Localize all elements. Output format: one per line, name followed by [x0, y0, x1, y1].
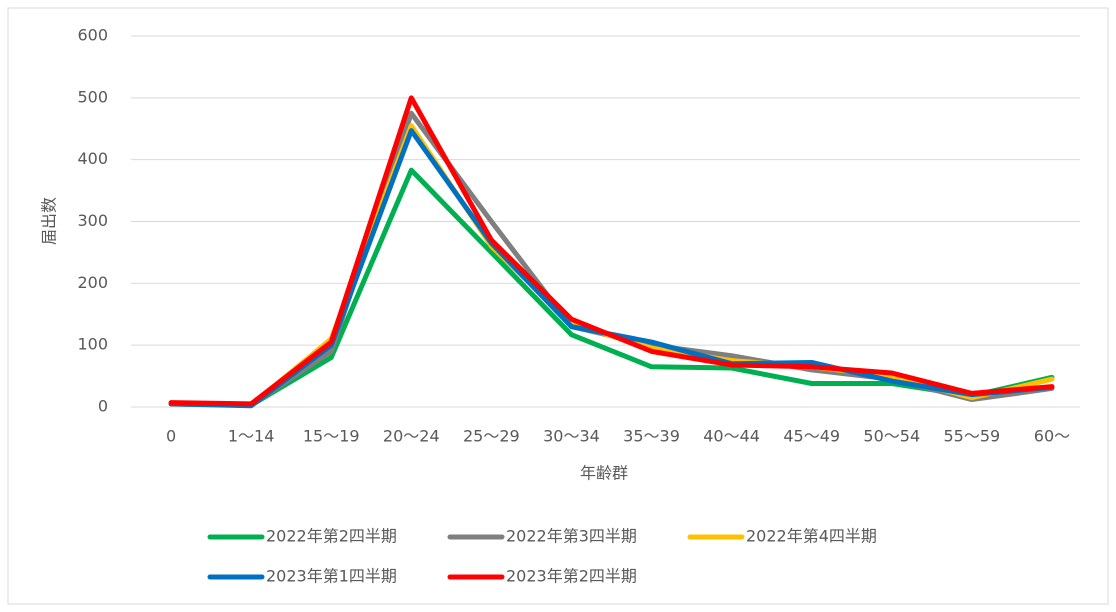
x-tick-label: 60～ [1034, 427, 1070, 446]
y-tick-label: 400 [77, 149, 108, 168]
y-tick-label: 100 [77, 335, 108, 354]
y-tick-label: 0 [98, 397, 108, 416]
y-tick-label: 200 [77, 273, 108, 292]
x-tick-label: 30～34 [543, 427, 600, 446]
series-line [168, 95, 1055, 407]
y-axis-title: 届出数 [40, 197, 59, 245]
x-tick-label: 35～39 [623, 427, 680, 446]
x-tick-label: 45～49 [783, 427, 840, 446]
x-tick-label: 25～29 [463, 427, 520, 446]
x-tick-label: 50～54 [863, 427, 920, 446]
x-tick-label: 0 [166, 427, 176, 446]
x-tick-label: 15～19 [303, 427, 360, 446]
y-tick-label: 500 [77, 87, 108, 106]
x-tick-label: 20～24 [383, 427, 440, 446]
legend-label: 2022年第2四半期 [266, 527, 397, 546]
x-tick-label: 1～14 [228, 427, 275, 446]
legend-label: 2023年第2四半期 [506, 567, 637, 586]
x-axis-title: 年齢群 [580, 464, 628, 483]
y-tick-label: 600 [77, 26, 108, 45]
y-tick-label: 300 [77, 211, 108, 230]
legend-label: 2022年第4四半期 [746, 527, 877, 546]
x-tick-label: 55～59 [944, 427, 1001, 446]
legend-label: 2022年第3四半期 [506, 527, 637, 546]
x-tick-label: 40～44 [703, 427, 760, 446]
legend-label: 2023年第1四半期 [266, 567, 397, 586]
